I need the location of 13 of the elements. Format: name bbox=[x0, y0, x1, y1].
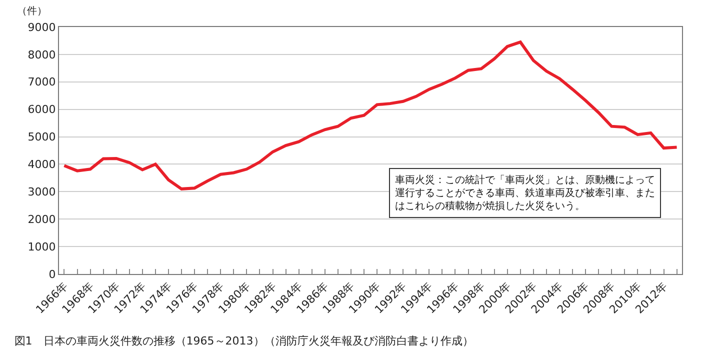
annotation: 車両火災：この統計で「車両火災」とは、原動機によって運行することができる車両、鉄道車両及び被牽引車、またはこれらの積載物が焼損した火災をいう。 bbox=[395, 174, 655, 212]
y-tick-label: 3000 bbox=[28, 186, 56, 199]
y-tick-label: 9000 bbox=[28, 20, 56, 34]
y-tick-label: 0 bbox=[48, 268, 56, 281]
y-tick-label: 1000 bbox=[28, 240, 56, 254]
y-tick-label: 8000 bbox=[28, 48, 56, 62]
y-tick-label: 4000 bbox=[28, 158, 56, 172]
y-tick-label: 7000 bbox=[28, 76, 56, 89]
y-tick-label: 2000 bbox=[28, 212, 56, 226]
y-tick-label: 5000 bbox=[28, 130, 56, 144]
y-axis-title: （件） bbox=[17, 6, 47, 17]
text: 図1 日本の車両火災件数の推移（1965～2013）（消防庁火災年報及び消防白書より作成） bbox=[14, 334, 474, 348]
y-tick-label: 6000 bbox=[28, 103, 56, 116]
